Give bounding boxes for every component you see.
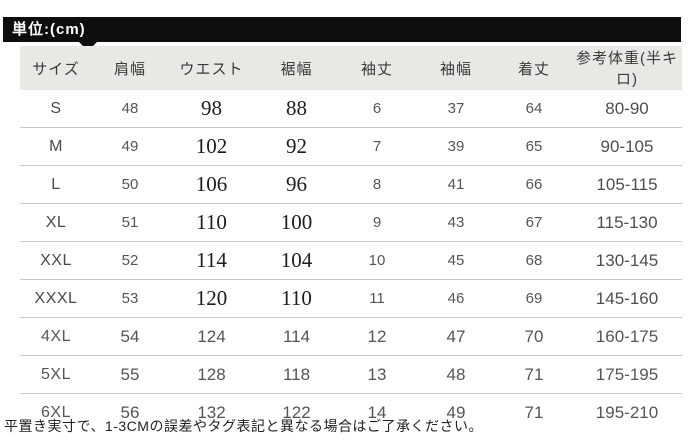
table-row: S 48 98 88 6 37 64 80-90: [20, 90, 682, 128]
table-cell: 47: [416, 317, 496, 356]
table-cell: 12: [338, 317, 416, 356]
column-header: サイズ: [20, 46, 92, 90]
table-cell: 70: [496, 317, 572, 356]
table-cell: 114: [255, 317, 338, 356]
column-header: 着丈: [496, 46, 572, 90]
table-cell: 50: [92, 165, 168, 204]
header-row: サイズ 肩幅 ウエスト 裾幅 袖丈 袖幅 着丈 参考体重(半キロ): [20, 46, 682, 90]
table-cell: 110: [255, 279, 338, 318]
table-cell: 175-195: [572, 355, 682, 394]
table-cell: 54: [92, 317, 168, 356]
size-label-cell: S: [20, 90, 92, 128]
table-cell: 128: [168, 355, 255, 394]
table-cell: 43: [416, 203, 496, 242]
table-cell: 65: [496, 127, 572, 166]
size-label-cell: XXXL: [20, 279, 92, 318]
size-label-cell: XXL: [20, 241, 92, 280]
table-row: 6XL 56 132 122 14 49 71 195-210: [20, 394, 682, 432]
table-cell: 110: [168, 203, 255, 242]
size-label-cell: L: [20, 165, 92, 204]
table-cell: 49: [92, 127, 168, 166]
table-cell: 96: [255, 165, 338, 204]
size-label-cell: 4XL: [20, 317, 92, 356]
table-cell: 114: [168, 241, 255, 280]
table-row: XXXL 53 120 110 11 46 69 145-160: [20, 279, 682, 318]
column-header: 裾幅: [255, 46, 338, 90]
footer-note: 平置き実寸で、1-3CMの誤差やタグ表記と異なる場合はご了承ください。: [4, 418, 483, 434]
column-header: ウエスト: [168, 46, 255, 90]
table-cell: 10: [338, 241, 416, 280]
table-cell: 100: [255, 203, 338, 242]
table-cell: 118: [255, 355, 338, 394]
column-header: 参考体重(半キロ): [572, 46, 682, 90]
table-cell: 132: [197, 402, 226, 422]
table-cell: 52: [92, 241, 168, 280]
table-cell: 6: [338, 90, 416, 128]
table-cell: 56: [120, 402, 140, 422]
table-cell: 92: [255, 127, 338, 166]
table-cell: 68: [496, 241, 572, 280]
table-cell: 51: [92, 203, 168, 242]
table-cell: 48: [416, 355, 496, 394]
table-cell: 71: [496, 355, 572, 394]
table-row: XL 51 110 100 9 43 67 115-130: [20, 203, 682, 242]
table-cell: 71: [524, 402, 544, 422]
table-cell: 8: [338, 165, 416, 204]
table-cell: 105-115: [572, 165, 682, 204]
table-row: L 50 106 96 8 41 66 105-115: [20, 165, 682, 204]
table-cell: 48: [92, 90, 168, 128]
size-label-cell: XL: [20, 203, 92, 242]
table-row: 4XL 54 124 114 12 47 70 160-175: [20, 317, 682, 356]
table-cell: 11: [338, 279, 416, 318]
table-cell: 120: [168, 279, 255, 318]
size-label-cell: 6XL: [41, 403, 71, 421]
table-cell: 195-210: [595, 402, 659, 422]
table-row: 5XL 55 128 118 13 48 71 175-195: [20, 355, 682, 394]
table-row: XXL 52 114 104 10 45 68 130-145: [20, 241, 682, 280]
table-cell: 55: [92, 355, 168, 394]
table-cell: 80-90: [572, 90, 682, 128]
unit-badge: 単位:(cm): [3, 17, 681, 42]
table-cell: 104: [255, 241, 338, 280]
column-header: 袖幅: [416, 46, 496, 90]
table-row: M 49 102 92 7 39 65 90-105: [20, 127, 682, 166]
table-cell: 124: [168, 317, 255, 356]
table-cell: 45: [416, 241, 496, 280]
table-cell: 106: [168, 165, 255, 204]
table-cell: 115-130: [572, 203, 682, 242]
table-cell: 53: [92, 279, 168, 318]
size-table: サイズ 肩幅 ウエスト 裾幅 袖丈 袖幅 着丈 参考体重(半キロ) S 48 98 88 6 37 64 8…: [20, 46, 682, 431]
table-cell: 102: [168, 127, 255, 166]
table-cell: 39: [416, 127, 496, 166]
table-cell: 90-105: [572, 127, 682, 166]
table-cell: 49: [446, 402, 466, 422]
table-cell: 122: [282, 402, 311, 422]
table-cell: 88: [255, 90, 338, 128]
table-cell: 41: [416, 165, 496, 204]
table-cell: 37: [416, 90, 496, 128]
table-cell: 130-145: [572, 241, 682, 280]
table-cell: 46: [416, 279, 496, 318]
table-cell: 69: [496, 279, 572, 318]
table-cell: 14: [367, 402, 387, 422]
table-cell: 9: [338, 203, 416, 242]
size-table-header: サイズ 肩幅 ウエスト 裾幅 袖丈 袖幅 着丈 参考体重(半キロ): [20, 46, 682, 90]
table-cell: 66: [496, 165, 572, 204]
table-cell: 7: [338, 127, 416, 166]
table-cell: 160-175: [572, 317, 682, 356]
table-cell: 145-160: [572, 279, 682, 318]
size-label-cell: M: [20, 127, 92, 166]
table-cell: 98: [168, 90, 255, 128]
column-header: 肩幅: [92, 46, 168, 90]
column-header: 袖丈: [338, 46, 416, 90]
size-table-body: S 48 98 88 6 37 64 80-90 M 49 102 92 7 39 65 90-105 L 50 1…: [20, 90, 682, 431]
size-label-cell: 5XL: [20, 355, 92, 394]
table-cell: 64: [496, 90, 572, 128]
table-cell: 67: [496, 203, 572, 242]
table-cell: 13: [338, 355, 416, 394]
